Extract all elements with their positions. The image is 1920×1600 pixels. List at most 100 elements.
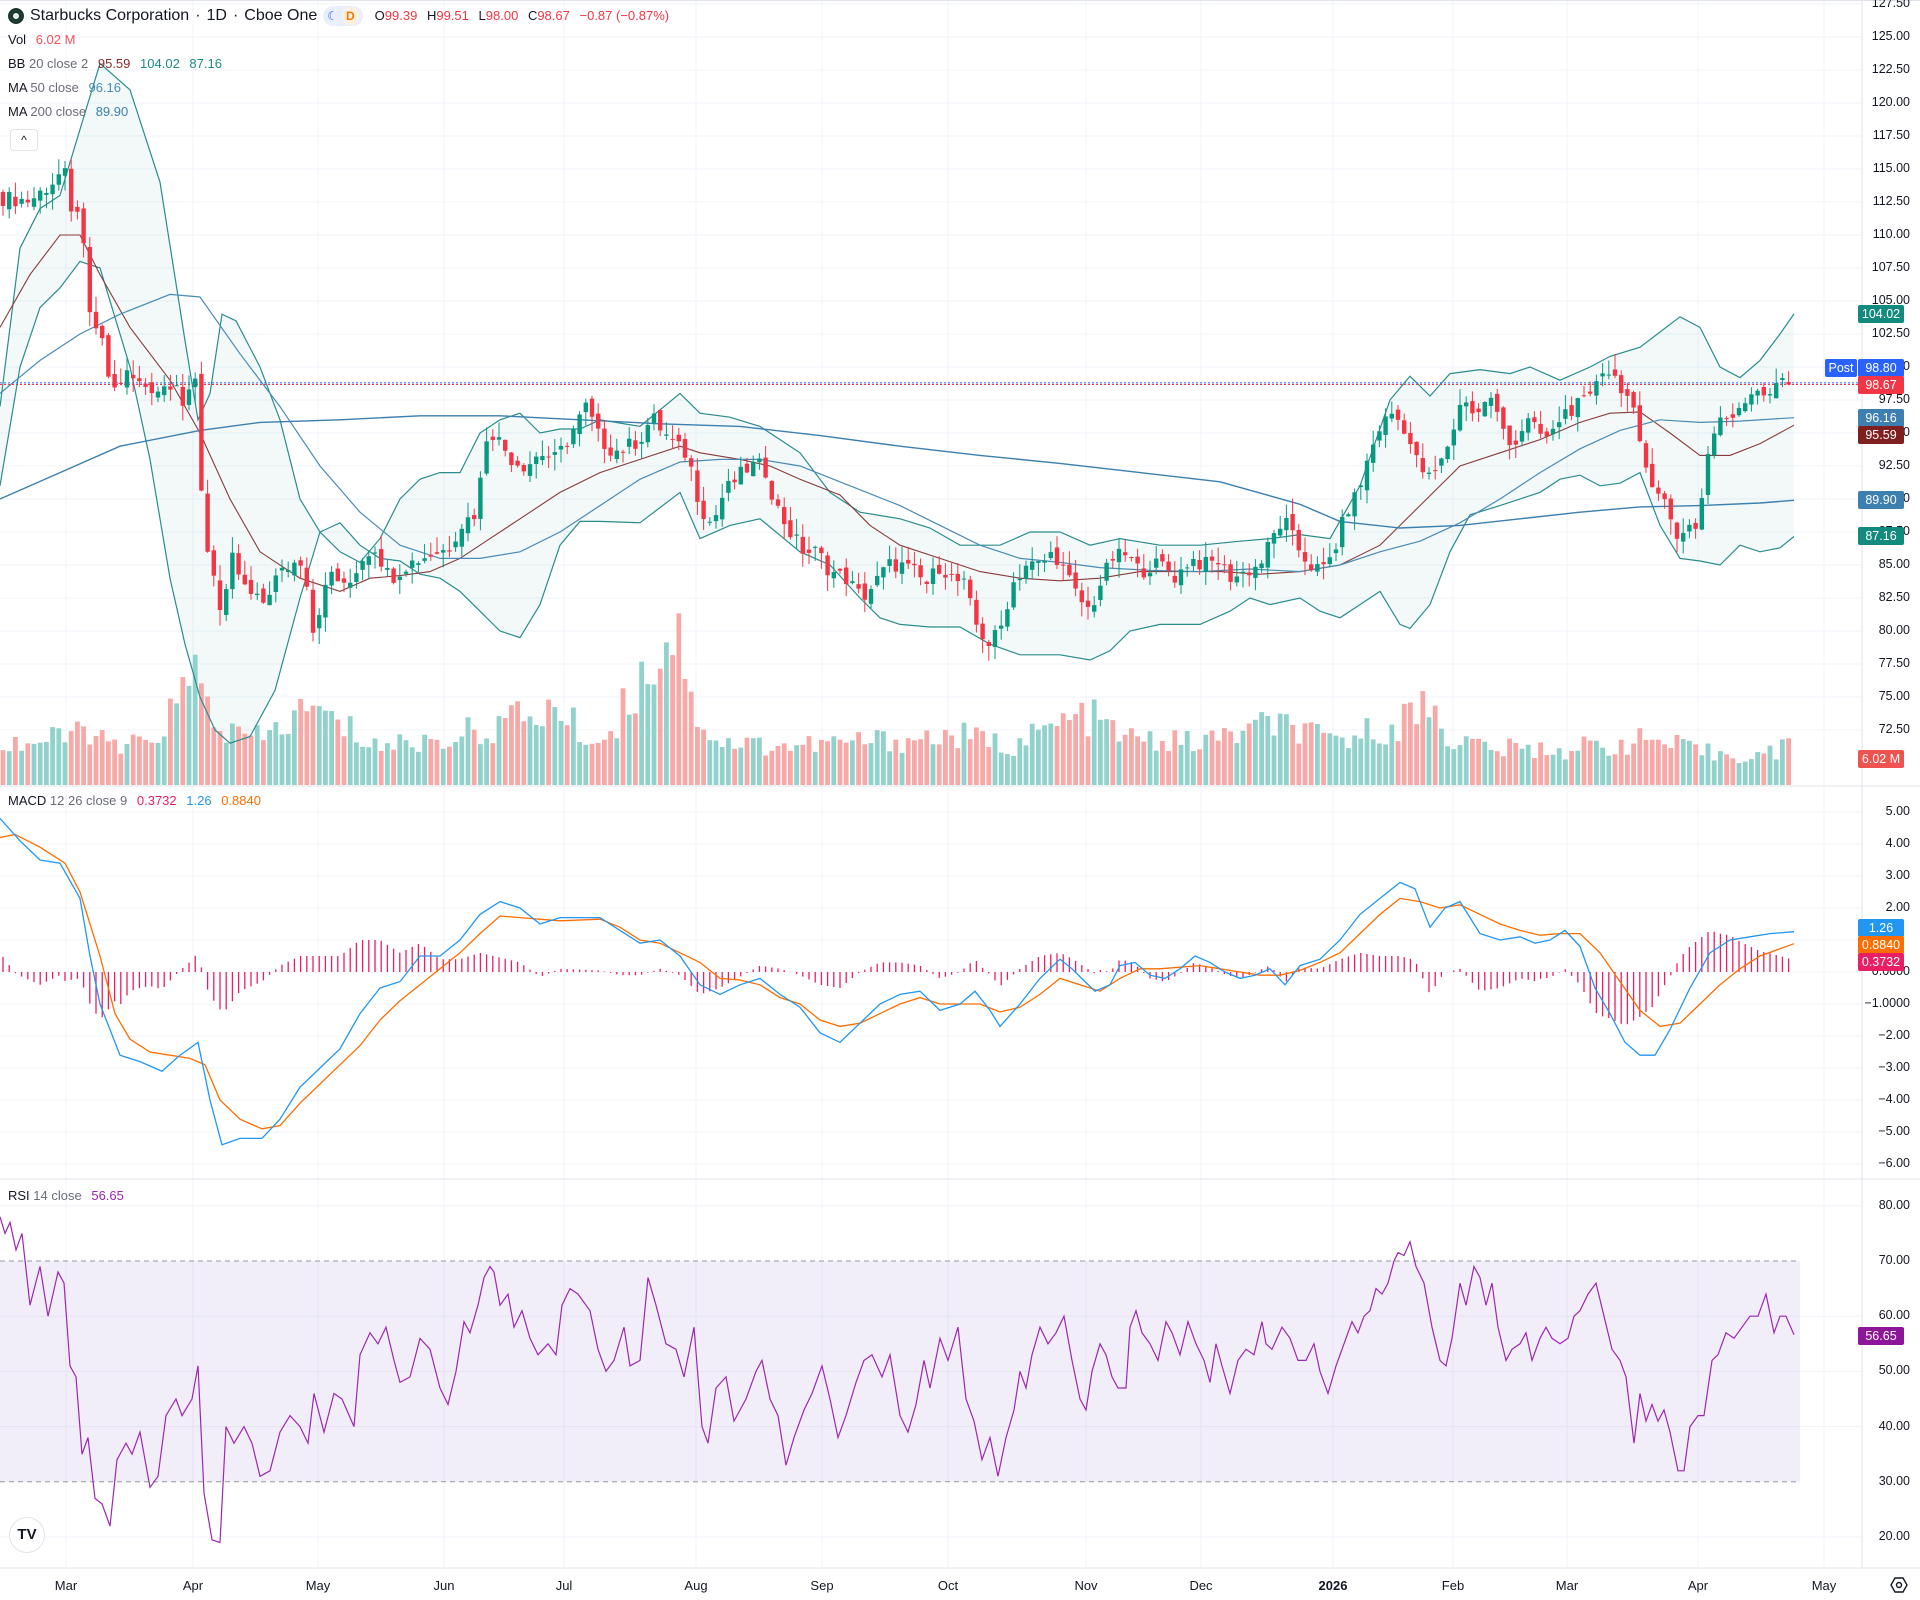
bollinger-band-fill <box>0 63 1794 744</box>
post-market-price-tag: 98.80 <box>1858 359 1904 377</box>
time-axis-label: 2026 <box>1318 1578 1348 1593</box>
axis-tick-label: 70.00 <box>1878 1253 1910 1267</box>
separator: · <box>232 7 239 24</box>
macd-hist-value: 0.3732 <box>136 793 177 808</box>
ma50-price-tag: 96.16 <box>1858 409 1904 427</box>
axis-tick-label: 75.00 <box>1878 689 1910 703</box>
axis-tick-label: 125.00 <box>1871 29 1910 43</box>
axis-tick-label: 80.00 <box>1878 1197 1910 1212</box>
rsi-band <box>0 1260 1800 1483</box>
time-axis-label: Mar <box>1555 1578 1579 1593</box>
axis-tick-label: 112.50 <box>1872 194 1910 208</box>
axis-tick-label: 2.00 <box>1885 900 1910 914</box>
collapse-legend-button[interactable]: ^ <box>10 129 38 151</box>
last-price-tag: 98.67 <box>1858 376 1904 394</box>
exchange: Cboe One <box>244 7 318 24</box>
volume-bars <box>0 613 1791 785</box>
axis-tick-label: 20.00 <box>1878 1529 1910 1543</box>
bb-legend[interactable]: BB 20 close 2 95.59 104.02 87.16 <box>8 56 222 71</box>
ohlc-values: O99.39 H99.51 L98.00 C98.67 −0.87 (−0.87… <box>374 8 670 23</box>
volume-legend[interactable]: Vol 6.02 M <box>8 32 76 47</box>
ma50-legend[interactable]: MA 50 close 96.16 <box>8 80 122 95</box>
candlesticks <box>0 158 1791 661</box>
axis-tick-label: 5.00 <box>1885 804 1910 818</box>
axis-tick-label: 115.00 <box>1872 161 1910 175</box>
indicator-lines <box>0 62 1862 744</box>
axis-tick-label: 107.50 <box>1871 260 1910 274</box>
axis-tick-label: −4.00 <box>1878 1092 1910 1106</box>
bb-lower-value: 87.16 <box>189 56 222 71</box>
axis-tick-label: 120.00 <box>1871 95 1910 109</box>
axis-tick-label: −3.00 <box>1878 1060 1910 1074</box>
chevron-up-icon: ^ <box>21 133 27 147</box>
time-axis-label: Feb <box>1441 1578 1465 1593</box>
axis-tick-label: 4.00 <box>1885 836 1910 850</box>
time-axis-label: Mar <box>54 1578 78 1593</box>
axis-tick-label: 92.50 <box>1878 458 1910 472</box>
macd-legend[interactable]: MACD 12 26 close 9 0.3732 1.26 0.8840 <box>8 793 261 808</box>
axis-tick-label: −1.0000 <box>1864 996 1910 1010</box>
ma200-value: 89.90 <box>95 104 129 119</box>
axis-tick-label: −2.00 <box>1878 1028 1910 1042</box>
interval[interactable]: 1D <box>206 7 227 24</box>
ma200-price-tag: 89.90 <box>1858 491 1904 509</box>
signal-tag: 0.8840 <box>1858 936 1904 954</box>
axis-tick-label: 105.00 <box>1871 293 1910 307</box>
axis-tick-label: 82.50 <box>1878 590 1910 604</box>
settings-gear-icon[interactable] <box>1890 1576 1908 1594</box>
volume-value: 6.02 M <box>35 32 76 47</box>
axis-tick-label: 77.50 <box>1878 656 1910 670</box>
axis-tick-label: 72.50 <box>1878 722 1910 736</box>
axis-tick-label: 122.50 <box>1871 62 1910 76</box>
time-axis-label: Jun <box>433 1578 455 1593</box>
axis-tick-label: 127.50 <box>1871 0 1910 10</box>
tradingview-logo-icon[interactable]: TV <box>9 1517 45 1553</box>
separator: · <box>195 7 201 24</box>
axis-tick-label: 30.00 <box>1878 1473 1910 1488</box>
axis-tick-label: 3.00 <box>1885 868 1910 882</box>
starbucks-logo-icon <box>8 8 24 24</box>
time-axis-label: Oct <box>937 1578 959 1593</box>
ma50-value: 96.16 <box>88 80 122 95</box>
time-axis-label: May <box>305 1578 331 1593</box>
close-value: 98.67 <box>537 8 570 23</box>
moon-icon: ☾ <box>327 9 338 23</box>
macd-hist-tag: 0.3732 <box>1858 953 1904 971</box>
macd-histogram <box>2 931 1790 1025</box>
post-market-label: Post <box>1825 359 1857 377</box>
axis-tick-label: −5.00 <box>1878 1124 1910 1138</box>
symbol-legend[interactable]: Starbucks Corporation · 1D · Cboe One ☾ … <box>8 6 675 26</box>
time-axis-label: May <box>1811 1578 1837 1593</box>
time-axis-label: Apr <box>182 1578 204 1593</box>
macd-value: 1.26 <box>186 793 212 808</box>
time-axis-label: Sep <box>810 1578 834 1593</box>
low-value: 98.00 <box>485 8 519 23</box>
symbol-name[interactable]: Starbucks Corporation <box>30 7 190 24</box>
rsi-value: 56.65 <box>91 1188 124 1203</box>
time-axis-label: Dec <box>1189 1578 1213 1593</box>
time-axis-label: Jul <box>555 1578 573 1593</box>
session-badge[interactable]: ☾ D <box>323 6 363 26</box>
macd-tag: 1.26 <box>1858 919 1904 937</box>
axis-tick-label: 85.00 <box>1878 557 1910 571</box>
change-value: −0.87 (−0.87%) <box>579 8 670 23</box>
delayed-badge: D <box>342 7 359 25</box>
time-axis-label: Aug <box>684 1578 708 1593</box>
lower-bb-price-tag: 87.16 <box>1858 527 1904 545</box>
volume-tag: 6.02 M <box>1858 750 1904 768</box>
signal-value: 0.8840 <box>221 793 261 808</box>
ma200-legend[interactable]: MA 200 close 89.90 <box>8 104 129 119</box>
axis-tick-label: 80.00 <box>1878 623 1910 637</box>
axis-tick-label: 110.00 <box>1872 227 1910 241</box>
rsi-line <box>0 1216 1795 1544</box>
upper-bb-price-tag: 104.02 <box>1858 305 1904 323</box>
bb-basis-price-tag: 95.59 <box>1858 426 1904 444</box>
axis-tick-label: 97.50 <box>1878 392 1910 406</box>
rsi-tag: 56.65 <box>1858 1327 1904 1345</box>
rsi-legend[interactable]: RSI 14 close 56.65 <box>8 1188 124 1203</box>
bb-basis-value: 95.59 <box>97 56 131 71</box>
axis-tick-label: −6.00 <box>1878 1156 1910 1170</box>
time-axis-label: Apr <box>1687 1578 1709 1593</box>
